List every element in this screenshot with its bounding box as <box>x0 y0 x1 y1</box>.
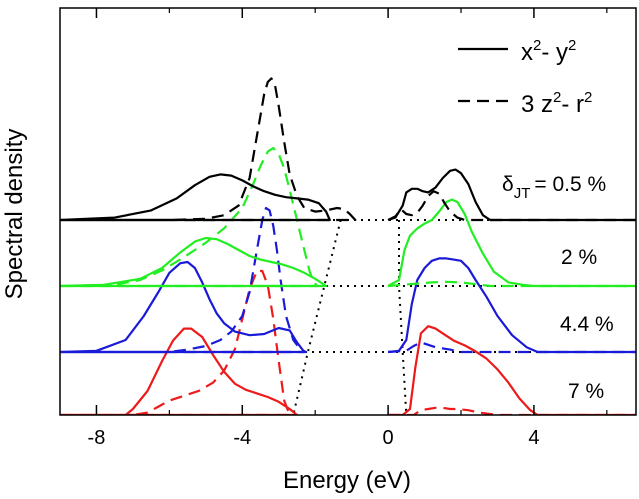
legend-label-x2-y2-base: x <box>521 39 533 66</box>
curve-panel-1-dashed-2 <box>60 146 319 288</box>
x-tick-label-1: -4 <box>233 427 251 449</box>
x-tick-label-0: -8 <box>88 427 106 449</box>
legend-label-3z2-r2-mid: - r <box>561 91 584 118</box>
curve-panel-3-dashed-2 <box>60 269 291 415</box>
panel-label-eq: = 0.5 % <box>534 173 606 196</box>
legend-label-3z2-r2-sup1: 2 <box>553 89 561 106</box>
legend-label-3z2-r2: 3 z2- r2 <box>521 89 592 118</box>
legend-label-x2-y2-sup1: 2 <box>533 37 541 54</box>
panel-label-2: 4.4 % <box>560 313 614 336</box>
curve-panel-2-solid-0 <box>60 260 306 354</box>
x-tick-label-3: 4 <box>528 427 539 449</box>
legend-label-3z2-r2-sup2: 2 <box>584 89 592 106</box>
panel-label-0: δJT = 0.5 % <box>502 173 606 202</box>
curve-panel-0-solid-0 <box>60 173 331 222</box>
x-axis-title: Energy (eV) <box>283 467 411 494</box>
legend-label-3z2-r2-base: 3 z <box>521 91 553 118</box>
curve-panel-0-solid-1 <box>387 168 636 222</box>
curve-panel-2-solid-1 <box>387 257 636 354</box>
band-edge-left <box>292 219 342 415</box>
curve-panel-3-solid-1 <box>388 325 636 415</box>
curve-panel-0-dashed-2 <box>60 77 357 222</box>
legend-label-x2-y2-sup2: 2 <box>568 37 576 54</box>
y-axis-title: Spectral density <box>1 129 28 300</box>
curve-panel-1-solid-0 <box>60 236 328 288</box>
band-edge-right <box>398 220 408 415</box>
curve-panel-0-dashed-3 <box>387 190 636 222</box>
legend: x2- y2 3 z2- r2 <box>458 37 592 118</box>
panel-label-3: 7 % <box>568 380 604 403</box>
legend-label-x2-y2: x2- y2 <box>521 37 576 66</box>
plot-area <box>60 77 636 415</box>
curve-panel-1-dashed-3 <box>388 280 636 288</box>
curve-panel-3-dashed-3 <box>388 406 636 415</box>
curve-panel-1-solid-1 <box>387 198 636 288</box>
panel-label-1: 2 % <box>561 246 597 269</box>
y-axis-label: Spectral density <box>1 129 28 300</box>
x-tick-label-2: 0 <box>383 427 394 449</box>
legend-label-x2-y2-mid: - y <box>541 39 568 66</box>
panel-label-delta: δ <box>502 173 514 196</box>
curve-panel-2-dashed-3 <box>388 341 636 354</box>
x-axis-ticks: -8 -4 0 4 <box>88 8 608 449</box>
curve-panel-2-dashed-2 <box>60 206 308 354</box>
curve-panel-3-solid-0 <box>60 327 299 415</box>
panel-label-subscript: JT <box>514 185 531 202</box>
plot-frame <box>59 7 637 416</box>
